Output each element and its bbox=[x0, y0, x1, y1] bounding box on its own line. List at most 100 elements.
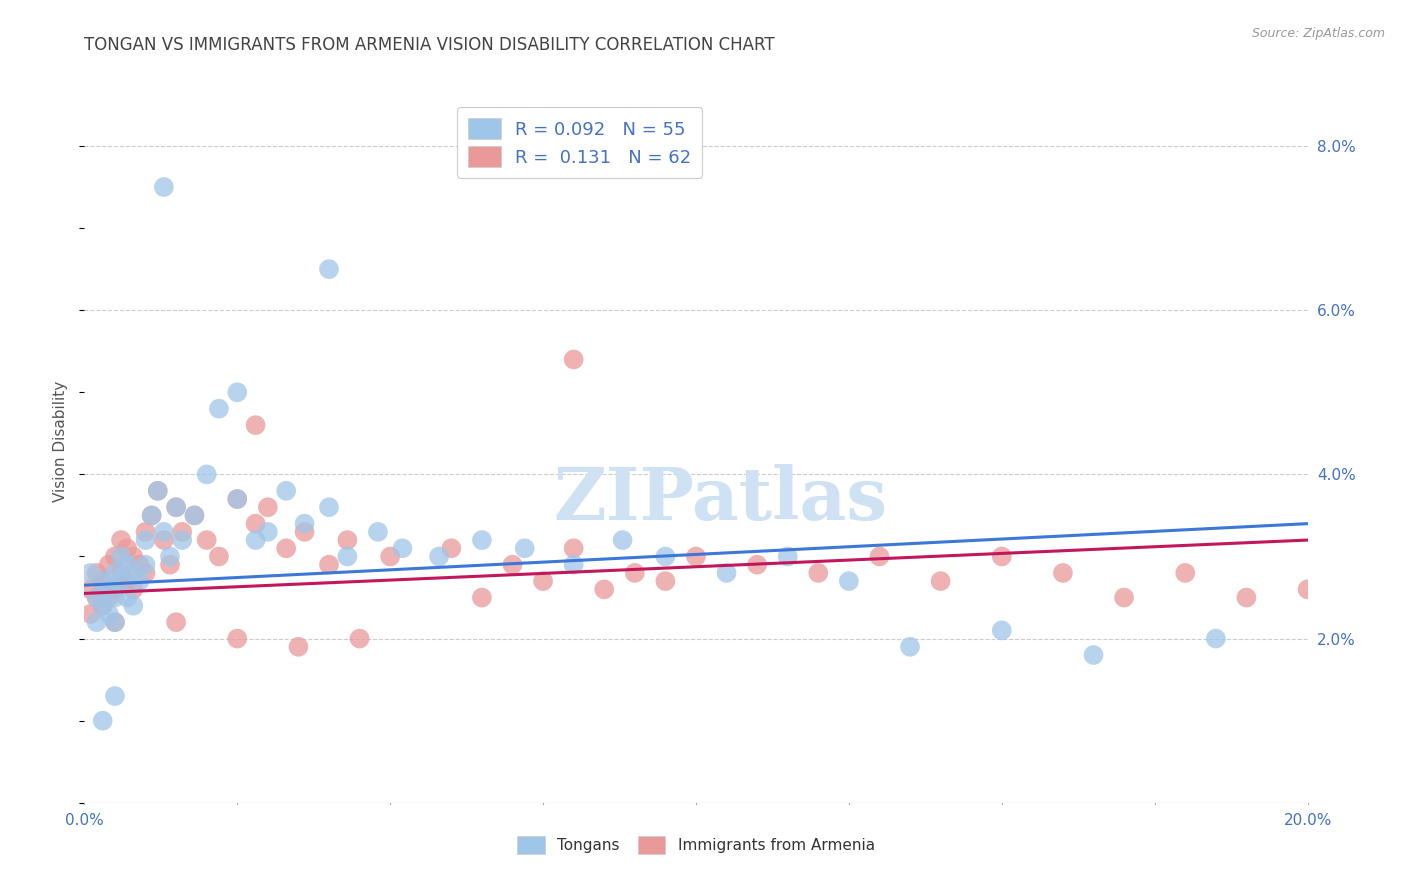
Point bbox=[991, 549, 1014, 564]
Point bbox=[440, 541, 463, 556]
Point bbox=[427, 549, 450, 564]
Point bbox=[380, 549, 402, 564]
Point bbox=[318, 558, 340, 572]
Point bbox=[562, 541, 585, 556]
Point bbox=[104, 582, 127, 597]
Point bbox=[391, 541, 413, 556]
Point bbox=[562, 558, 585, 572]
Point bbox=[165, 615, 187, 630]
Point bbox=[502, 558, 524, 572]
Point bbox=[128, 574, 150, 588]
Point bbox=[97, 607, 120, 621]
Point bbox=[104, 689, 127, 703]
Point bbox=[141, 508, 163, 523]
Point bbox=[159, 558, 181, 572]
Point bbox=[159, 549, 181, 564]
Point bbox=[318, 500, 340, 515]
Point bbox=[135, 558, 157, 572]
Legend: Tongans, Immigrants from Armenia: Tongans, Immigrants from Armenia bbox=[512, 830, 880, 860]
Text: TONGAN VS IMMIGRANTS FROM ARMENIA VISION DISABILITY CORRELATION CHART: TONGAN VS IMMIGRANTS FROM ARMENIA VISION… bbox=[84, 36, 775, 54]
Text: ZIPatlas: ZIPatlas bbox=[554, 464, 887, 535]
Point bbox=[531, 574, 554, 588]
Point bbox=[1174, 566, 1197, 580]
Point bbox=[91, 599, 114, 613]
Point bbox=[165, 500, 187, 515]
Point bbox=[226, 385, 249, 400]
Point bbox=[716, 566, 738, 580]
Point bbox=[195, 533, 218, 547]
Point bbox=[562, 352, 585, 367]
Point bbox=[115, 541, 138, 556]
Point bbox=[128, 558, 150, 572]
Point bbox=[91, 599, 114, 613]
Point bbox=[1296, 582, 1319, 597]
Point bbox=[245, 533, 267, 547]
Point bbox=[165, 500, 187, 515]
Point bbox=[612, 533, 634, 547]
Point bbox=[654, 574, 676, 588]
Point bbox=[1052, 566, 1074, 580]
Point bbox=[115, 558, 138, 572]
Point bbox=[294, 516, 316, 531]
Point bbox=[838, 574, 860, 588]
Text: Source: ZipAtlas.com: Source: ZipAtlas.com bbox=[1251, 27, 1385, 40]
Point bbox=[172, 524, 194, 539]
Point bbox=[146, 483, 169, 498]
Point bbox=[776, 549, 799, 564]
Point bbox=[104, 566, 127, 580]
Point bbox=[624, 566, 647, 580]
Point bbox=[97, 591, 120, 605]
Point bbox=[104, 615, 127, 630]
Point bbox=[104, 591, 127, 605]
Point bbox=[336, 533, 359, 547]
Point bbox=[110, 549, 132, 564]
Point bbox=[471, 591, 494, 605]
Point bbox=[1083, 648, 1105, 662]
Point bbox=[226, 632, 249, 646]
Point bbox=[91, 714, 114, 728]
Point bbox=[141, 508, 163, 523]
Point bbox=[349, 632, 371, 646]
Point bbox=[146, 483, 169, 498]
Point bbox=[104, 549, 127, 564]
Point bbox=[245, 418, 267, 433]
Point bbox=[287, 640, 309, 654]
Point bbox=[257, 524, 280, 539]
Point bbox=[86, 591, 108, 605]
Point bbox=[153, 533, 176, 547]
Point bbox=[183, 508, 205, 523]
Point bbox=[991, 624, 1014, 638]
Point bbox=[318, 262, 340, 277]
Point bbox=[226, 491, 249, 506]
Point bbox=[276, 541, 298, 556]
Point bbox=[86, 566, 108, 580]
Point bbox=[1236, 591, 1258, 605]
Point bbox=[110, 566, 132, 580]
Point bbox=[122, 566, 145, 580]
Point bbox=[135, 524, 157, 539]
Point bbox=[257, 500, 280, 515]
Point bbox=[153, 524, 176, 539]
Point bbox=[226, 491, 249, 506]
Point bbox=[195, 467, 218, 482]
Point bbox=[122, 549, 145, 564]
Y-axis label: Vision Disability: Vision Disability bbox=[53, 381, 69, 502]
Point bbox=[593, 582, 616, 597]
Point bbox=[172, 533, 194, 547]
Point bbox=[79, 582, 101, 597]
Point bbox=[336, 549, 359, 564]
Point bbox=[97, 582, 120, 597]
Point bbox=[747, 558, 769, 572]
Point bbox=[135, 566, 157, 580]
Point bbox=[869, 549, 891, 564]
Point bbox=[79, 607, 101, 621]
Point bbox=[122, 599, 145, 613]
Point bbox=[367, 524, 389, 539]
Point bbox=[1205, 632, 1227, 646]
Point bbox=[929, 574, 952, 588]
Point bbox=[115, 574, 138, 588]
Point bbox=[86, 591, 108, 605]
Point bbox=[183, 508, 205, 523]
Point bbox=[86, 615, 108, 630]
Point bbox=[104, 615, 127, 630]
